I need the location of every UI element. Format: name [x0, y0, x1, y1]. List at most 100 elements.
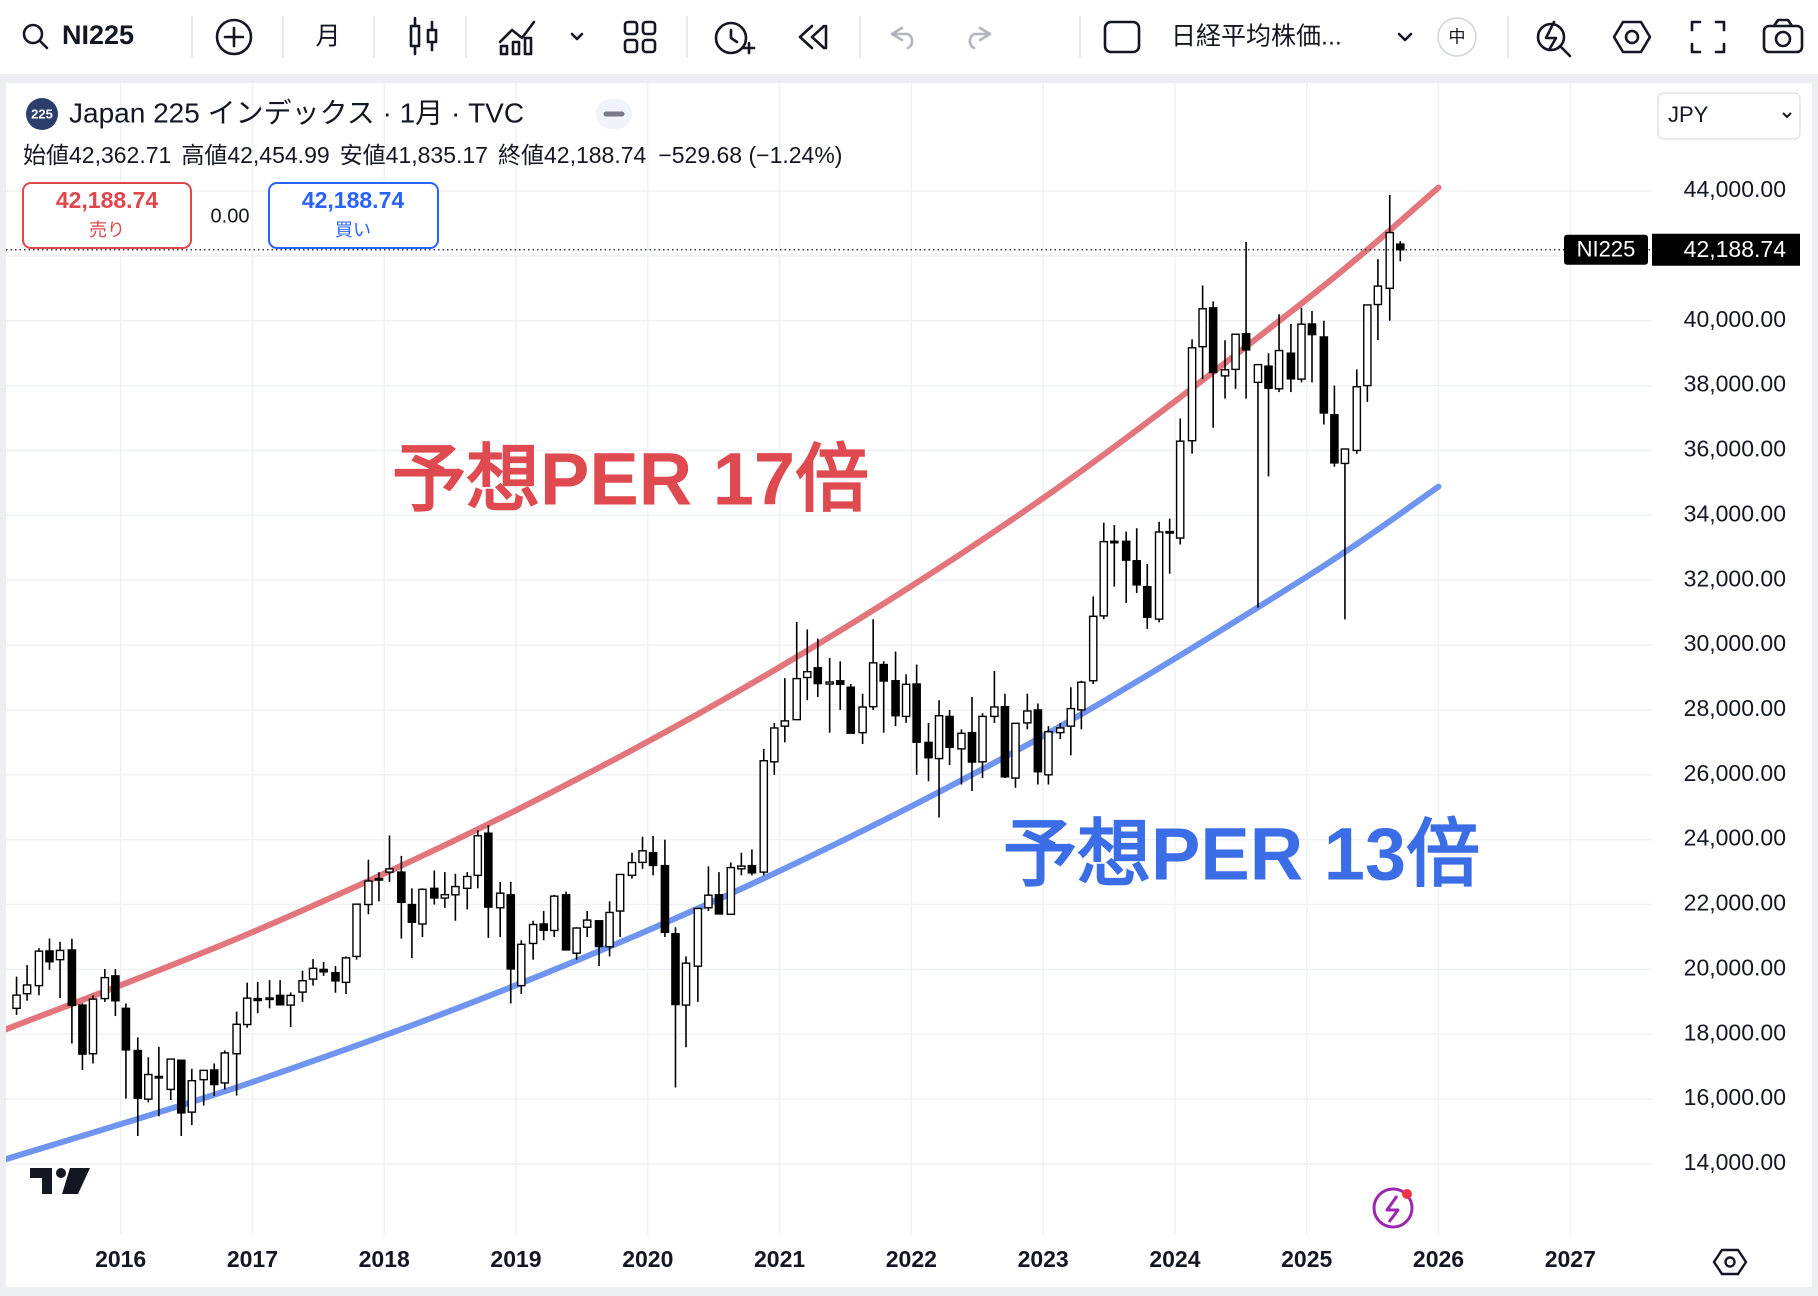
candle-body: [924, 741, 933, 759]
candle-body: [1264, 365, 1273, 389]
candle-body: [704, 894, 713, 909]
candle-body: [582, 919, 592, 928]
replay-icon[interactable]: [798, 24, 828, 50]
candle-body: [891, 680, 900, 717]
right-border: [1812, 83, 1818, 1296]
chevron[interactable]: [570, 32, 584, 41]
sell-price[interactable]: 42,188.74: [56, 187, 159, 213]
ohlc-value: 42,454.99: [227, 142, 329, 168]
y-tick-label: 24,000.00: [1684, 825, 1786, 851]
candle-icon[interactable]: [409, 16, 438, 56]
trend-line: [6, 483, 1442, 1163]
candle-body: [934, 715, 944, 760]
candle-body: [1066, 707, 1076, 727]
settings-icon[interactable]: [1612, 20, 1652, 54]
alert-icon[interactable]: [714, 21, 756, 55]
candle-body: [462, 875, 472, 890]
candle-body: [121, 1007, 131, 1051]
candle-body: [660, 864, 670, 934]
y-tick-label: 26,000.00: [1684, 760, 1786, 786]
tv-logo: [30, 1168, 90, 1194]
y-tick-label: 30,000.00: [1684, 630, 1786, 656]
layout-icon[interactable]: [623, 20, 657, 54]
search-icon[interactable]: [22, 23, 49, 50]
candle-body: [286, 994, 295, 1006]
candle-body: [846, 686, 856, 734]
symbol-name[interactable]: 日経平均株価...: [1171, 23, 1342, 51]
candle-body: [792, 677, 802, 721]
lightning-icon[interactable]: [1372, 1187, 1414, 1229]
settings-icon-center: [1624, 29, 1640, 45]
ohlc-value: 42,362.71: [69, 142, 171, 168]
undo-icon[interactable]: [890, 26, 914, 50]
ohlc-value: 42,188.74: [544, 142, 647, 168]
candle-body: [374, 877, 384, 881]
candle-body: [506, 894, 516, 970]
toolbar-divider: [0, 74, 1818, 83]
candle-body: [1044, 731, 1053, 776]
y-tick-label: 22,000.00: [1684, 890, 1786, 916]
candle-body: [945, 715, 954, 749]
x-tick-label: 2020: [622, 1246, 673, 1272]
candle-body: [802, 670, 812, 679]
candle-body: [780, 720, 790, 727]
indicator-icon[interactable]: [498, 20, 536, 56]
candle-body: [78, 1004, 87, 1055]
add-icon[interactable]: [215, 18, 253, 56]
redo-icon[interactable]: [968, 26, 992, 50]
camera-icon[interactable]: [1762, 18, 1804, 54]
candle-body: [835, 680, 845, 685]
symbol[interactable]: NI225: [62, 20, 134, 50]
candle-body: [1319, 336, 1329, 414]
candle-body: [957, 732, 966, 750]
lang-circle[interactable]: [1437, 17, 1477, 57]
candle-body: [385, 868, 394, 873]
fullscreen-icon[interactable]: [1690, 20, 1726, 54]
candle-body: [1033, 709, 1043, 773]
candle-body: [539, 923, 548, 931]
candle-body: [1286, 352, 1296, 380]
quick-search-icon[interactable]: [1536, 20, 1572, 58]
symbol-logo-text: 225: [31, 106, 53, 121]
currency-select[interactable]: [1657, 92, 1801, 140]
compare-box[interactable]: [1103, 20, 1141, 54]
candle-body: [813, 667, 823, 685]
x-tick-label: 2026: [1413, 1246, 1464, 1272]
axis-settings-icon[interactable]: [1712, 1248, 1748, 1276]
buy-label[interactable]: 買い: [335, 220, 371, 240]
candle-body: [253, 997, 263, 1002]
candle-body: [418, 888, 427, 925]
candle-body: [1385, 231, 1395, 290]
currency[interactable]: JPY: [1668, 102, 1709, 127]
candle-body: [1121, 540, 1131, 561]
buy-button[interactable]: [268, 182, 439, 249]
buy-price[interactable]: 42,188.74: [302, 187, 405, 213]
candle-body: [100, 976, 110, 1000]
sell-button[interactable]: [22, 182, 192, 249]
interval[interactable]: 月: [315, 23, 340, 51]
x-tick-label: 2022: [886, 1246, 937, 1272]
candle-body: [1055, 727, 1065, 734]
candle-body: [430, 887, 439, 899]
candle-body: [1077, 681, 1086, 711]
candle-body: [111, 975, 120, 1002]
candle-body: [978, 715, 987, 763]
candle-body: [166, 1058, 176, 1091]
candle-body: [154, 1075, 164, 1079]
candle-body: [1330, 414, 1339, 464]
y-tick-label: 18,000.00: [1684, 1019, 1786, 1045]
candle-body: [187, 1079, 197, 1113]
candle-body: [298, 980, 307, 993]
candle-body: [407, 903, 417, 923]
candle-body: [397, 871, 406, 904]
sell-label[interactable]: 売り: [89, 220, 125, 240]
candle-body: [1000, 705, 1010, 778]
ohlc-change: −529.68 (−1.24%): [658, 142, 842, 168]
annotation: 予想PER 17倍: [392, 438, 869, 521]
lang[interactable]: 中: [1449, 27, 1466, 46]
chevron[interactable]: [1397, 32, 1413, 42]
candle-body: [1395, 243, 1405, 251]
candle-body: [770, 727, 779, 763]
y-tick-label: 40,000.00: [1684, 306, 1786, 332]
candle-body: [594, 920, 604, 948]
